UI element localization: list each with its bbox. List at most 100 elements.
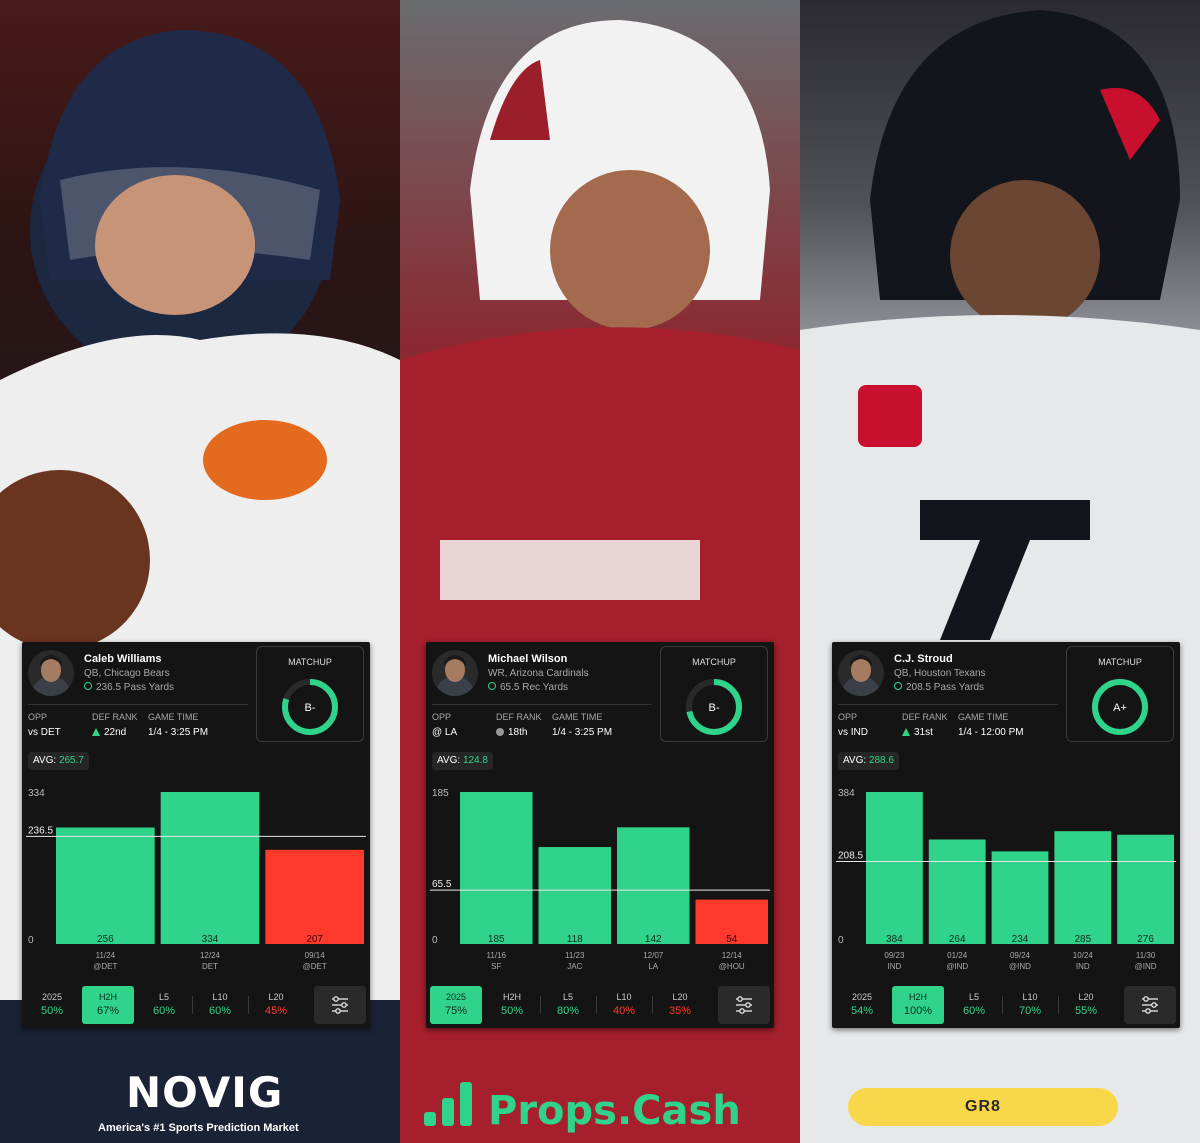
average-badge: AVG: 124.8	[432, 752, 493, 770]
bar-date-label: 09/24	[1010, 951, 1031, 960]
use-code-label: USE CODE	[936, 1062, 1018, 1074]
opp-text: vs IND	[838, 727, 868, 738]
filter-pct: 50%	[500, 1005, 524, 1017]
settings-button[interactable]	[314, 986, 366, 1024]
filter-2025[interactable]: 2025 75%	[430, 986, 482, 1024]
filter-l20[interactable]: L20 35%	[654, 986, 706, 1024]
filter-key: L5	[562, 992, 573, 1002]
chart-bar[interactable]	[695, 899, 769, 944]
average-badge: AVG: 265.7	[28, 752, 89, 770]
chart-bar[interactable]	[265, 849, 364, 944]
bar-value-label: 276	[1137, 934, 1154, 945]
filter-pct: 80%	[556, 1005, 580, 1017]
matchup-box[interactable]: MATCHUP B-	[256, 646, 364, 742]
def-rank-label: DEF RANK	[902, 712, 948, 722]
bar-date-label: 11/23	[565, 951, 585, 960]
bar-value-label: 142	[645, 934, 662, 945]
bar-opp-label: @DET	[93, 962, 117, 971]
filter-key: L5	[158, 992, 169, 1002]
bar-value-label: 207	[306, 934, 323, 945]
chart-bar[interactable]	[991, 851, 1049, 944]
filter-l5[interactable]: L5 80%	[542, 986, 594, 1024]
bar-opp-label: LA	[648, 962, 658, 971]
filter-key: 2025	[41, 992, 63, 1002]
opp-label: OPP	[28, 712, 48, 722]
matchup-box[interactable]: MATCHUP A+	[1066, 646, 1174, 742]
chart-bar[interactable]	[160, 792, 260, 944]
game-time-label: GAME TIME	[552, 712, 603, 722]
matchup-label: MATCHUP	[288, 657, 332, 667]
opp-text: vs DET	[28, 727, 61, 738]
filter-h2h[interactable]: H2H 50%	[486, 986, 538, 1024]
prop-card-michael-wilson: Michael Wilson WR, Arizona Cardinals 65.5 …	[426, 642, 774, 1028]
player-team: QB, Houston Texans	[894, 668, 986, 679]
divider	[28, 704, 248, 705]
settings-button[interactable]	[718, 986, 770, 1024]
chart-bar[interactable]	[1054, 831, 1112, 944]
prop-line-icon	[84, 682, 92, 690]
player-team: QB, Chicago Bears	[84, 668, 170, 679]
filter-2025[interactable]: 2025 54%	[836, 986, 888, 1024]
bar-opp-label: @IND	[946, 962, 968, 971]
bar-value-label: 185	[488, 934, 505, 945]
prop-line-text: 236.5 Pass Yards	[96, 682, 175, 693]
filter-separator	[248, 996, 249, 1014]
filter-pct: 50%	[40, 1005, 64, 1017]
matchup-box[interactable]: MATCHUP B-	[660, 646, 768, 742]
chart-bar[interactable]	[866, 792, 923, 944]
player-avatar	[28, 650, 74, 696]
filter-l20[interactable]: L20 55%	[1060, 986, 1112, 1024]
filter-l5[interactable]: L5 60%	[138, 986, 190, 1024]
chart-bar[interactable]	[538, 847, 612, 944]
divider	[432, 704, 652, 705]
filter-2025[interactable]: 2025 50%	[26, 986, 78, 1024]
filter-h2h[interactable]: H2H 67%	[82, 986, 134, 1024]
chart-bar[interactable]	[617, 827, 690, 944]
filter-key: L20	[672, 992, 688, 1002]
settings-button[interactable]	[1124, 986, 1176, 1024]
chart-bar[interactable]	[460, 792, 533, 944]
game-time-text: 1/4 - 3:25 PM	[552, 727, 613, 738]
bar-opp-label: DET	[202, 962, 218, 971]
zero-tick: 0	[28, 935, 34, 946]
filter-l10[interactable]: L10 40%	[598, 986, 650, 1024]
bar-value-label: 334	[202, 934, 219, 945]
filter-pct: 35%	[668, 1005, 692, 1017]
bar-value-label: 234	[1012, 934, 1029, 945]
game-time-value: 1/4 - 3:25 PM	[148, 727, 208, 738]
bar-date-label: 01/24	[947, 951, 968, 960]
filter-l10[interactable]: L10 70%	[1004, 986, 1056, 1024]
def-rank-value: 31st	[902, 727, 933, 738]
bar-opp-label: @HOU	[719, 962, 745, 971]
filter-pct: 40%	[612, 1005, 636, 1017]
filter-l10[interactable]: L10 60%	[194, 986, 246, 1024]
settings-sliders-icon	[736, 996, 752, 1014]
matchup-label: MATCHUP	[692, 657, 736, 667]
filter-separator	[540, 996, 541, 1014]
promo-code-button[interactable]: GR8	[848, 1088, 1118, 1126]
bar-date-label: 12/24	[200, 951, 221, 960]
def-rank-label: DEF RANK	[92, 712, 138, 722]
bar-date-label: 09/23	[884, 951, 905, 960]
chart-bar[interactable]	[56, 827, 155, 944]
neutral-dot-icon	[496, 728, 504, 736]
def-rank-value: 18th	[496, 727, 527, 738]
filter-l20[interactable]: L20 45%	[250, 986, 302, 1024]
filter-l5[interactable]: L5 60%	[948, 986, 1000, 1024]
chart-bar[interactable]	[928, 839, 986, 945]
chart-bar[interactable]	[1117, 834, 1174, 944]
zero-tick: 0	[432, 935, 438, 946]
bar-opp-label: @IND	[1009, 962, 1031, 971]
filter-bar: 2025 75% H2H 50% L5 80% L10 40% L20 35%	[430, 986, 770, 1024]
history-chart: 384 208.5 0 384 09/23 IND 264 01/24 @IND 234 09/24…	[836, 788, 1176, 971]
zero-tick: 0	[838, 935, 844, 946]
player-avatar	[838, 650, 884, 696]
game-time-label: GAME TIME	[958, 712, 1009, 722]
up-triangle-icon	[92, 728, 100, 736]
bar-opp-label: IND	[1076, 962, 1090, 971]
filter-key: 2025	[445, 992, 467, 1002]
matchup-ring: A+	[1092, 679, 1148, 735]
matchup-grade: B-	[709, 702, 720, 714]
prop-card-cj-stroud: C.J. Stroud QB, Houston Texans 208.5 Pass …	[832, 642, 1180, 1028]
filter-h2h[interactable]: H2H 100%	[892, 986, 944, 1024]
